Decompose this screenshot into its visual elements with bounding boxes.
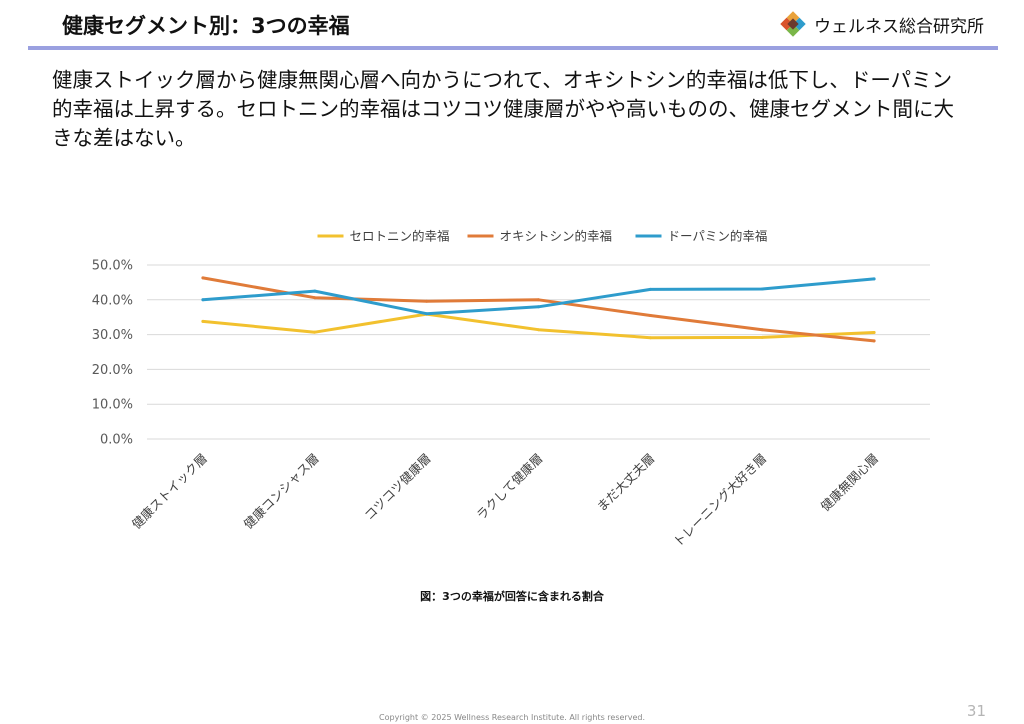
copyright-text: Copyright © 2025 Wellness Research Insti… bbox=[379, 713, 645, 722]
data-point bbox=[648, 287, 652, 291]
y-tick-label: 40.0% bbox=[92, 293, 133, 308]
data-point bbox=[872, 339, 876, 343]
x-tick-label: 健康ストイック層 bbox=[129, 451, 210, 532]
summary-text: 健康ストイック層から健康無関心層へ向かうにつれて、オキシトシン的幸福は低下し、ド… bbox=[52, 68, 954, 150]
data-point bbox=[201, 298, 205, 302]
title-divider bbox=[28, 46, 998, 50]
figure-caption: 図：3つの幸福が回答に含まれる割合 bbox=[420, 590, 604, 603]
brand: ウェルネス総合研究所 bbox=[778, 9, 984, 39]
data-point bbox=[201, 319, 205, 323]
y-tick-label: 30.0% bbox=[92, 328, 133, 343]
x-tick-label: 健康コンシャス層 bbox=[241, 451, 322, 532]
data-point bbox=[760, 328, 764, 332]
data-point bbox=[313, 296, 317, 300]
page-number: 31 bbox=[966, 702, 986, 720]
diamond-mosaic-logo-icon bbox=[780, 11, 806, 37]
y-tick-label: 50.0% bbox=[92, 259, 133, 274]
line-chart: 0.0% 10.0% 20.0% 30.0% 40.0% 50.0% 健康ストイック層 健康コ… bbox=[92, 229, 930, 550]
data-point bbox=[537, 298, 540, 302]
x-tick-label: コツコツ健康層 bbox=[361, 451, 433, 523]
data-point bbox=[648, 313, 652, 317]
data-point bbox=[201, 276, 205, 280]
x-tick-label: まだ大丈夫層 bbox=[594, 451, 658, 515]
data-point bbox=[760, 335, 764, 339]
x-tick-label: 健康無関心層 bbox=[818, 451, 882, 515]
data-point bbox=[648, 336, 652, 340]
y-tick-label: 0.0% bbox=[100, 433, 133, 448]
legend-label: ドーパミン的幸福 bbox=[668, 229, 768, 244]
data-point bbox=[872, 331, 876, 335]
legend-label: セロトニン的幸福 bbox=[350, 229, 450, 244]
x-tick-label: トレーニング大好き層 bbox=[670, 451, 769, 550]
y-tick-label: 10.0% bbox=[92, 398, 133, 413]
x-tick-label: ラクして健康層 bbox=[473, 451, 545, 523]
data-point bbox=[313, 330, 317, 334]
data-point bbox=[872, 277, 876, 281]
legend-label: オキシトシン的幸福 bbox=[500, 229, 613, 244]
data-point bbox=[425, 312, 429, 316]
page-title: 健康セグメント別：3つの幸福 bbox=[62, 14, 350, 38]
data-point bbox=[537, 305, 540, 309]
brand-name: ウェルネス総合研究所 bbox=[814, 16, 984, 37]
data-point bbox=[760, 287, 764, 291]
y-tick-label: 20.0% bbox=[92, 363, 133, 378]
data-point bbox=[313, 289, 317, 293]
data-point bbox=[537, 328, 540, 332]
data-point bbox=[425, 299, 429, 303]
